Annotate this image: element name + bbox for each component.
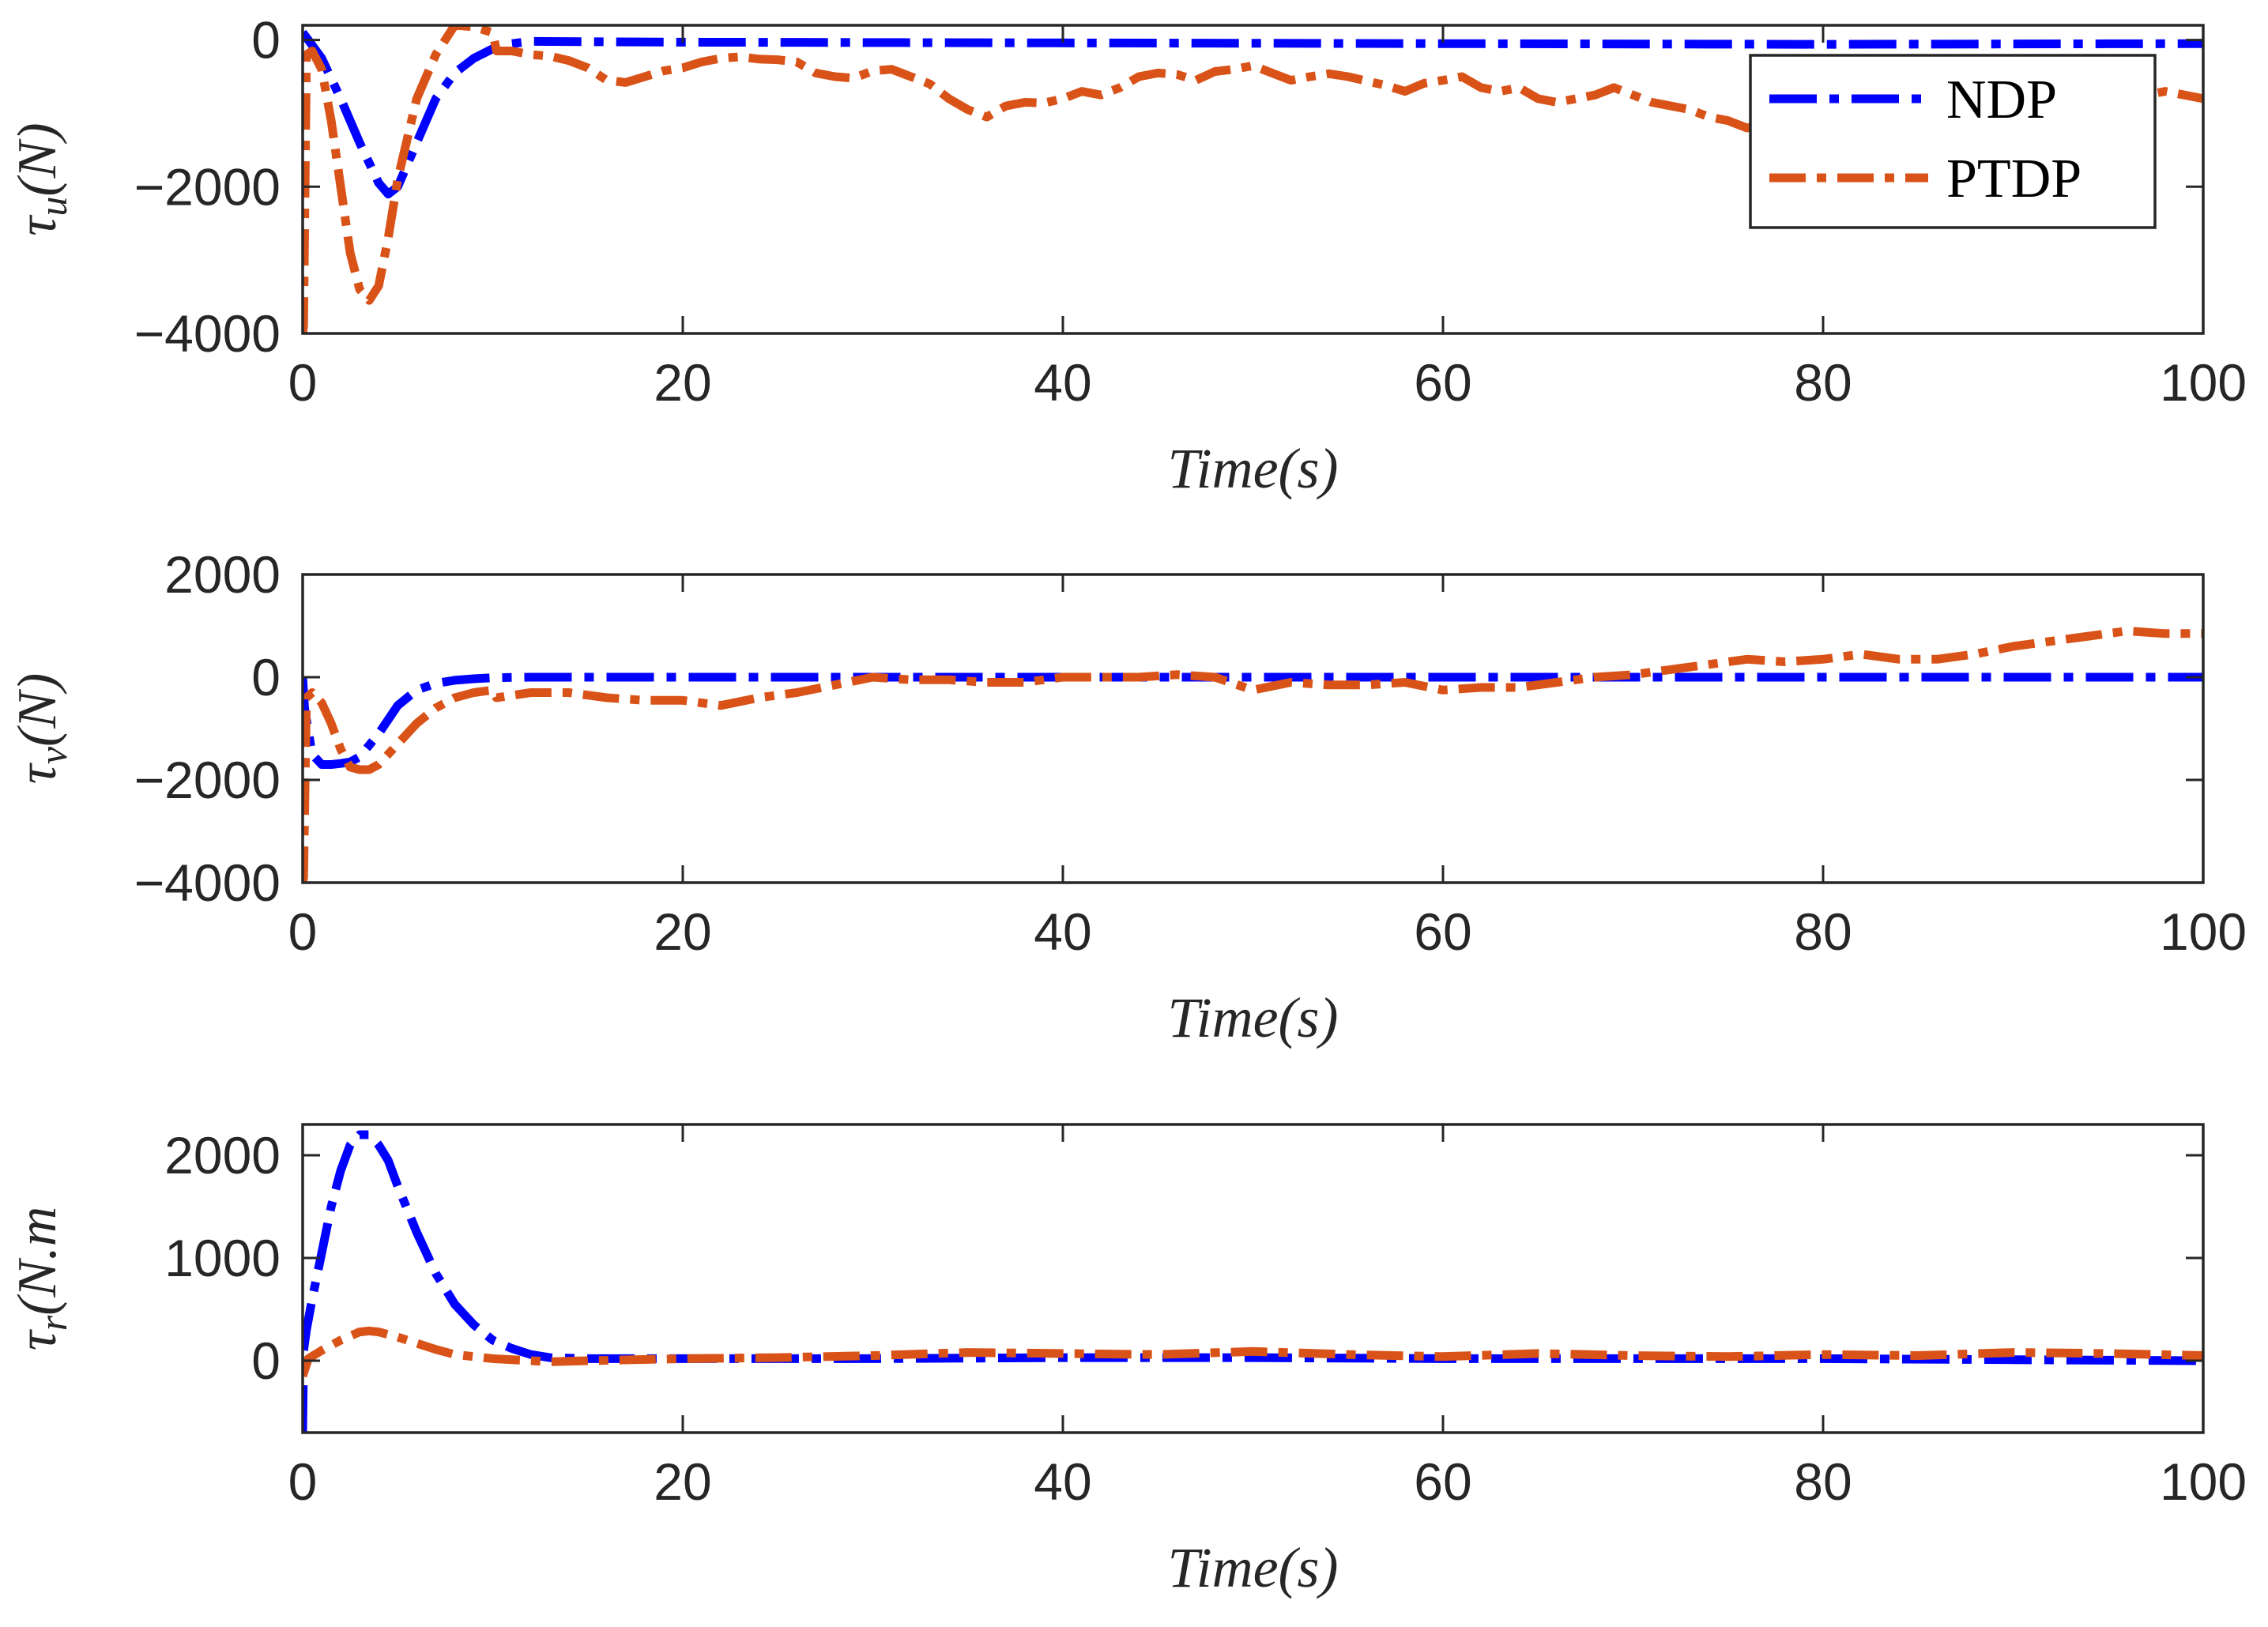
y-axis-label: τv(N) [7,673,75,785]
x-tick-label: 0 [288,1452,318,1511]
legend-box [1749,54,2157,229]
y-tick-label: 2000 [164,545,281,604]
y-tick-label: 1000 [164,1229,281,1287]
legend-label-ndp: NDP [1946,70,2057,130]
axes-frame [301,1123,2205,1434]
x-tick-label: 60 [1414,1452,1471,1511]
series-line-ptdp [303,627,2203,883]
y-tick-label: −2000 [134,751,281,809]
x-tick-label: 100 [2160,902,2247,961]
x-tick-label: 0 [288,902,318,961]
x-tick-label: 100 [2160,353,2247,412]
y-axis-label: τu(N) [7,122,75,235]
x-tick-label: 40 [1034,1452,1091,1511]
series-line-ndp [303,29,2203,199]
tau-r-panel: 0 20 40 60 80 100 2000 1000 0 Time(s) τr(N.m [7,1123,2247,1599]
x-tick-label: 80 [1794,353,1852,412]
series-line-ndp [303,1130,2203,1433]
x-tick-label: 20 [654,1452,711,1511]
tau-u-panel: 0 20 40 60 80 100 0 −2000 −4000 Time(s) τu(N) NDP PT… [7,11,2247,500]
y-axis-label: τr(N.m [7,1207,75,1351]
x-tick-label: 80 [1794,902,1852,961]
axes-frame [301,24,2205,335]
x-tick-label: 60 [1414,353,1471,412]
y-tick-label: 2000 [164,1126,281,1184]
tau-v-panel: 0 20 40 60 80 100 2000 0 −2000 −4000 Time(s) τv(N) [7,545,2247,1049]
x-axis-label: Time(s) [1168,1536,1339,1599]
y-tick-label: −4000 [134,853,281,912]
x-tick-label: 40 [1034,353,1091,412]
legend-label-ptdp: PTDP [1946,149,2082,209]
x-tick-label: 100 [2160,1452,2247,1511]
x-tick-label: 40 [1034,902,1091,961]
y-tick-label: −2000 [134,157,281,216]
x-tick-label: 20 [654,353,711,412]
x-tick-label: 20 [654,902,711,961]
x-tick-label: 60 [1414,902,1471,961]
x-tick-label: 0 [288,353,318,412]
series-line-ndp [303,672,2203,769]
y-tick-label: 0 [251,648,281,706]
x-axis-label: Time(s) [1168,986,1339,1049]
y-tick-label: 0 [251,1331,281,1390]
legend: NDP PTDP [1749,54,2157,229]
series-line-ptdp [303,1326,2203,1378]
y-tick-label: 0 [251,11,281,70]
x-axis-label: Time(s) [1168,437,1339,500]
axes-frame [301,573,2205,884]
x-tick-label: 80 [1794,1452,1852,1511]
y-tick-label: −4000 [134,304,281,363]
